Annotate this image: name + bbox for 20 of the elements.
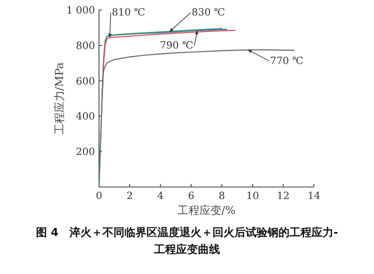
x-tick-label: 14 xyxy=(308,191,320,202)
y-tick-label: 400 xyxy=(76,112,95,123)
x-tick-label: 2 xyxy=(126,191,133,202)
annotation: 790 ℃ xyxy=(160,40,194,52)
x-tick-label: 0 xyxy=(96,191,102,202)
y-tick-label: 1 000 xyxy=(66,6,95,16)
annotation: 770 ℃ xyxy=(270,56,304,67)
x-tick-label: 6 xyxy=(188,191,194,202)
x-tick-label: 10 xyxy=(246,191,259,202)
x-tick-label: 12 xyxy=(276,191,290,202)
y-tick-label: 600 xyxy=(76,76,95,88)
y-axis-title: 工程应力/MPa xyxy=(53,62,66,135)
text: 图 4 淬火＋不同临界区温度退火＋回火后试验钢的工程应力-工程应变曲线 xyxy=(36,226,338,256)
x-tick-label: 4 xyxy=(157,191,164,202)
y-tick-label: 200 xyxy=(76,147,95,158)
y-tick-label: 800 xyxy=(76,40,95,52)
annotation: 810 ℃ xyxy=(112,7,146,18)
x-axis-title: 工程应变/% xyxy=(177,204,236,217)
x-tick-label: 8 xyxy=(218,191,226,202)
annotation: 830 ℃ xyxy=(192,8,226,19)
